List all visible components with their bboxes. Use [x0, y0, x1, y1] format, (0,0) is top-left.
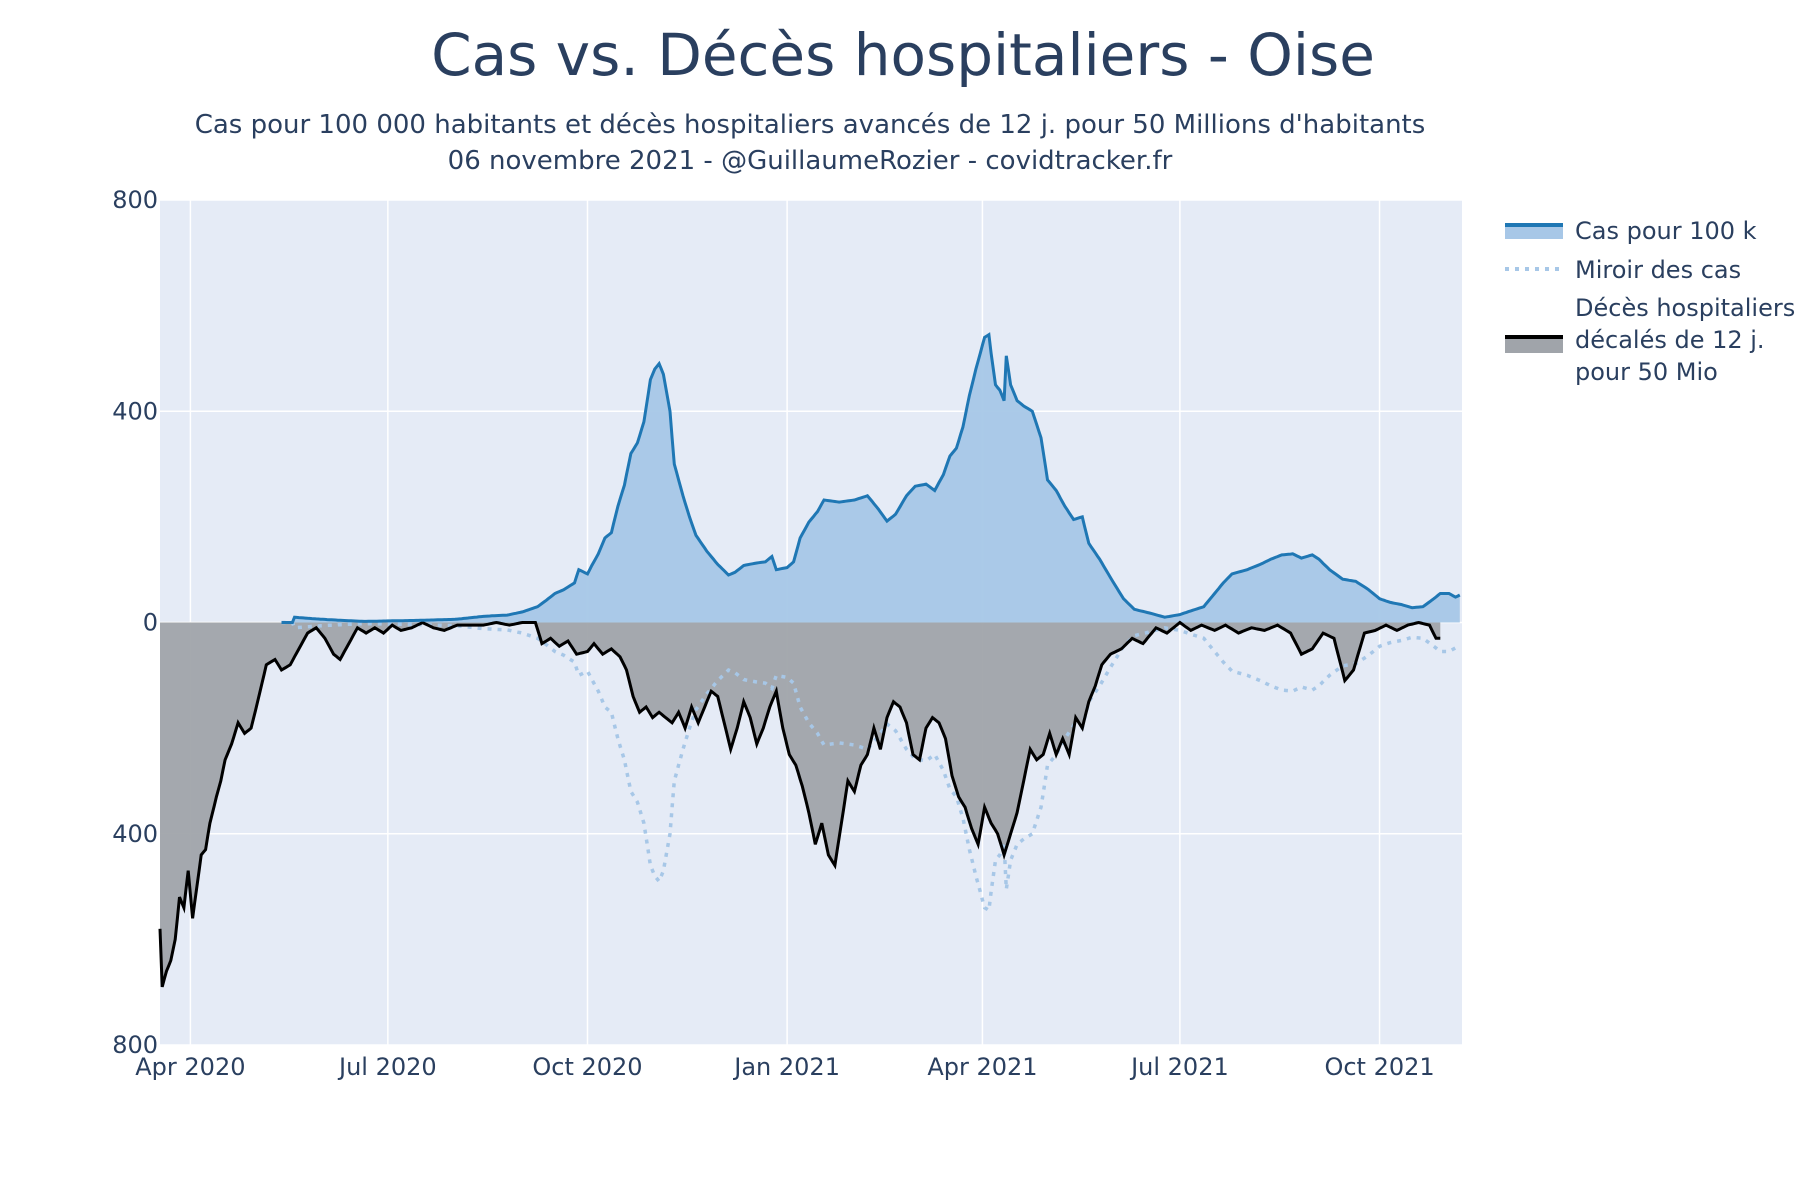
- x-tick-label: Jan 2021: [732, 1053, 840, 1081]
- data-layer: [158, 332, 1461, 988]
- x-tick-label: Oct 2021: [1324, 1053, 1434, 1081]
- cases-line: [281, 332, 1461, 624]
- cases-area: [281, 334, 1460, 623]
- chart-title: Cas vs. Décès hospitaliers - Oise: [431, 21, 1375, 89]
- legend-label-mirror: Miroir des cas: [1575, 256, 1741, 284]
- y-tick-label: 800: [112, 186, 158, 214]
- legend-label-deaths-line-3: pour 50 Mio: [1575, 358, 1718, 386]
- y-tick-label: 400: [112, 397, 158, 425]
- legend-label-cases: Cas pour 100 k: [1575, 217, 1757, 245]
- legend: Cas pour 100 k Miroir des cas Décès hosp…: [1505, 217, 1795, 386]
- x-tick-label: Jul 2020: [337, 1053, 437, 1081]
- deaths-area: [160, 622, 1441, 987]
- legend-swatch-cases: [1505, 225, 1563, 239]
- y-tick-label: 400: [112, 820, 158, 848]
- y-tick-label: 0: [143, 609, 158, 637]
- x-tick-label: Oct 2020: [532, 1053, 642, 1081]
- legend-swatch-deaths: [1505, 337, 1563, 353]
- y-tick-label: 800: [112, 1031, 158, 1059]
- x-tick-label: Apr 2020: [135, 1053, 245, 1081]
- legend-label-deaths-line-2: décalés de 12 j.: [1575, 326, 1765, 354]
- x-tick-label: Apr 2021: [927, 1053, 1037, 1081]
- x-tick-label: Jul 2021: [1129, 1053, 1229, 1081]
- legend-label-deaths-line-1: Décès hospitaliers: [1575, 294, 1795, 322]
- deaths-line: [158, 620, 1441, 988]
- chart-subtitle-line-1: Cas pour 100 000 habitants et décès hosp…: [195, 110, 1426, 140]
- chart-subtitle-line-2: 06 novembre 2021 - @GuillaumeRozier - co…: [448, 146, 1173, 176]
